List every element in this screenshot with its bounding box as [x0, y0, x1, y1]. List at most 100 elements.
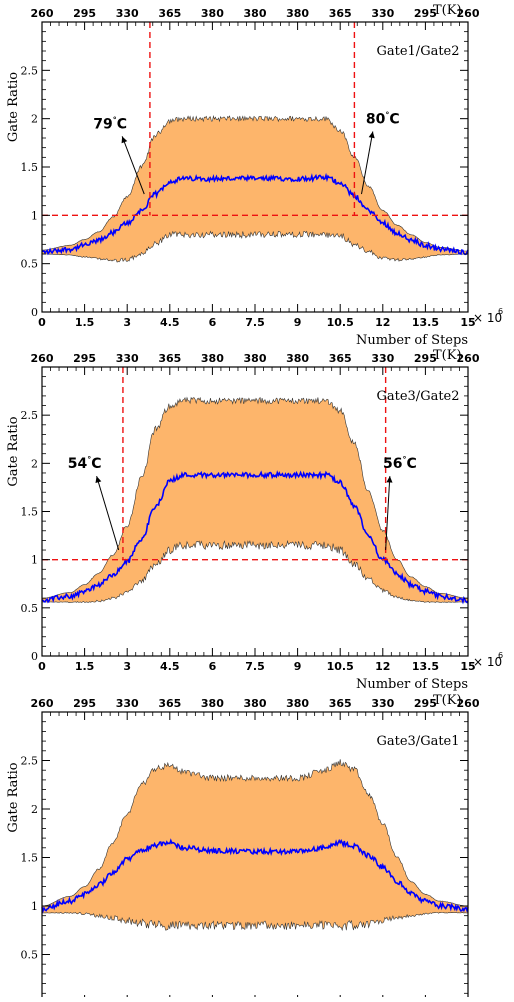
x-exponent-sup: 6 [498, 307, 503, 316]
y-tick-label: 1 [31, 554, 38, 567]
annotation-unit: C [389, 112, 399, 128]
x-tick-label: 15 [460, 316, 475, 329]
x-tick-label: 13.5 [412, 660, 439, 673]
y-tick-label: 0.5 [21, 602, 39, 615]
top-tick-label: 330 [371, 352, 394, 365]
mean-series-line [41, 470, 469, 605]
panel-label: Gate3/Gate1 [376, 734, 459, 749]
annotation-temperature: 79°C [93, 115, 127, 132]
annotation-unit: C [91, 456, 101, 472]
error-band-area [42, 397, 468, 603]
x-tick-label: 6 [209, 660, 217, 673]
y-tick-label: 1.5 [21, 506, 39, 519]
x-tick-label: 4.5 [160, 316, 180, 329]
x-tick-label: 3 [123, 316, 131, 329]
degree-mark: ° [402, 455, 406, 464]
y-axis-label: Gate Ratio [6, 762, 21, 832]
y-tick-label: 1.5 [21, 852, 39, 865]
panel-label: Gate1/Gate2 [376, 44, 459, 59]
mean-series-line [41, 172, 469, 256]
annotation-unit: C [406, 456, 416, 472]
top-tick-label: 260 [31, 697, 54, 710]
top-tick-label: 365 [158, 7, 181, 20]
arrow-head [368, 131, 375, 139]
annotation-value: 79 [93, 116, 112, 132]
annotation-unit: C [117, 116, 127, 132]
arrow-head [121, 136, 128, 144]
y-tick-label: 2.5 [21, 64, 39, 77]
x-tick-label: 9 [294, 316, 302, 329]
top-tick-label: 295 [73, 7, 96, 20]
arrow-head [386, 476, 393, 483]
top-tick-label: 260 [457, 7, 480, 20]
x-tick-label: 15 [460, 660, 475, 673]
annotation-temperature: 56°C [383, 455, 417, 472]
y-tick-label: 2 [31, 803, 38, 816]
y-axis-label: Gate Ratio [6, 72, 21, 142]
annotation-arrow [121, 136, 145, 195]
top-axis-label: T(K) [433, 348, 462, 363]
x-tick-label: 6 [209, 316, 217, 329]
degree-mark: ° [87, 455, 91, 464]
lower-band-edge [42, 230, 468, 263]
upper-band-edge [42, 759, 469, 907]
y-tick-label: 0 [31, 306, 38, 319]
top-tick-label: 295 [414, 7, 437, 20]
top-tick-label: 365 [158, 352, 181, 365]
top-tick-label: 380 [201, 7, 224, 20]
y-tick-label: 1 [31, 209, 38, 222]
x-tick-label: 12 [375, 660, 390, 673]
x-tick-label: 3 [123, 660, 131, 673]
lower-band-edge [41, 539, 468, 603]
x-exponent-label: × 10 [473, 655, 502, 669]
x-tick-label: 4.5 [160, 660, 180, 673]
x-tick-label: 1.5 [75, 660, 95, 673]
top-tick-label: 260 [31, 352, 54, 365]
top-tick-label: 380 [244, 7, 267, 20]
y-axis-label: Gate Ratio [6, 416, 21, 486]
top-tick-label: 330 [371, 697, 394, 710]
top-axis-label: T(K) [433, 3, 462, 18]
x-tick-label: 9 [294, 660, 302, 673]
annotation-temperature: 54°C [68, 455, 102, 472]
degree-mark: ° [113, 115, 117, 124]
error-band-area [42, 759, 468, 931]
top-axis-label: T(K) [433, 693, 462, 708]
top-tick-label: 330 [371, 7, 394, 20]
x-tick-label: 10.5 [327, 660, 354, 673]
top-tick-label: 380 [286, 7, 309, 20]
y-tick-label: 2.5 [21, 409, 39, 422]
top-tick-label: 380 [286, 697, 309, 710]
top-tick-label: 380 [286, 352, 309, 365]
annotation-value: 54 [68, 456, 88, 472]
x-tick-label: 12 [375, 316, 390, 329]
annotation-temperature: 80°C [366, 111, 400, 128]
top-tick-label: 365 [329, 352, 352, 365]
annotation-value: 80 [366, 112, 386, 128]
y-tick-label: 0.5 [21, 258, 39, 271]
x-exponent-sup: 6 [498, 651, 503, 660]
top-tick-label: 365 [329, 7, 352, 20]
annotation-value: 56 [383, 456, 402, 472]
top-tick-label: 295 [414, 697, 437, 710]
x-axis-label: Number of Steps [356, 677, 468, 692]
top-tick-label: 330 [116, 7, 139, 20]
top-tick-label: 380 [201, 697, 224, 710]
top-tick-label: 295 [73, 697, 96, 710]
top-tick-label: 295 [414, 352, 437, 365]
y-tick-label: 1 [31, 900, 38, 913]
top-tick-label: 380 [244, 697, 267, 710]
annotation-arrow [385, 476, 391, 551]
x-tick-label: 1.5 [75, 316, 95, 329]
top-tick-label: 260 [457, 697, 480, 710]
x-tick-label: 0 [38, 660, 46, 673]
annotation-arrow [361, 131, 374, 195]
x-tick-label: 10.5 [327, 316, 354, 329]
top-tick-label: 380 [244, 352, 267, 365]
lower-band-edge [41, 911, 468, 932]
y-tick-label: 1.5 [21, 161, 39, 174]
top-tick-label: 380 [201, 352, 224, 365]
x-tick-label: 7.5 [245, 660, 265, 673]
x-axis-label: Number of Steps [356, 333, 468, 348]
